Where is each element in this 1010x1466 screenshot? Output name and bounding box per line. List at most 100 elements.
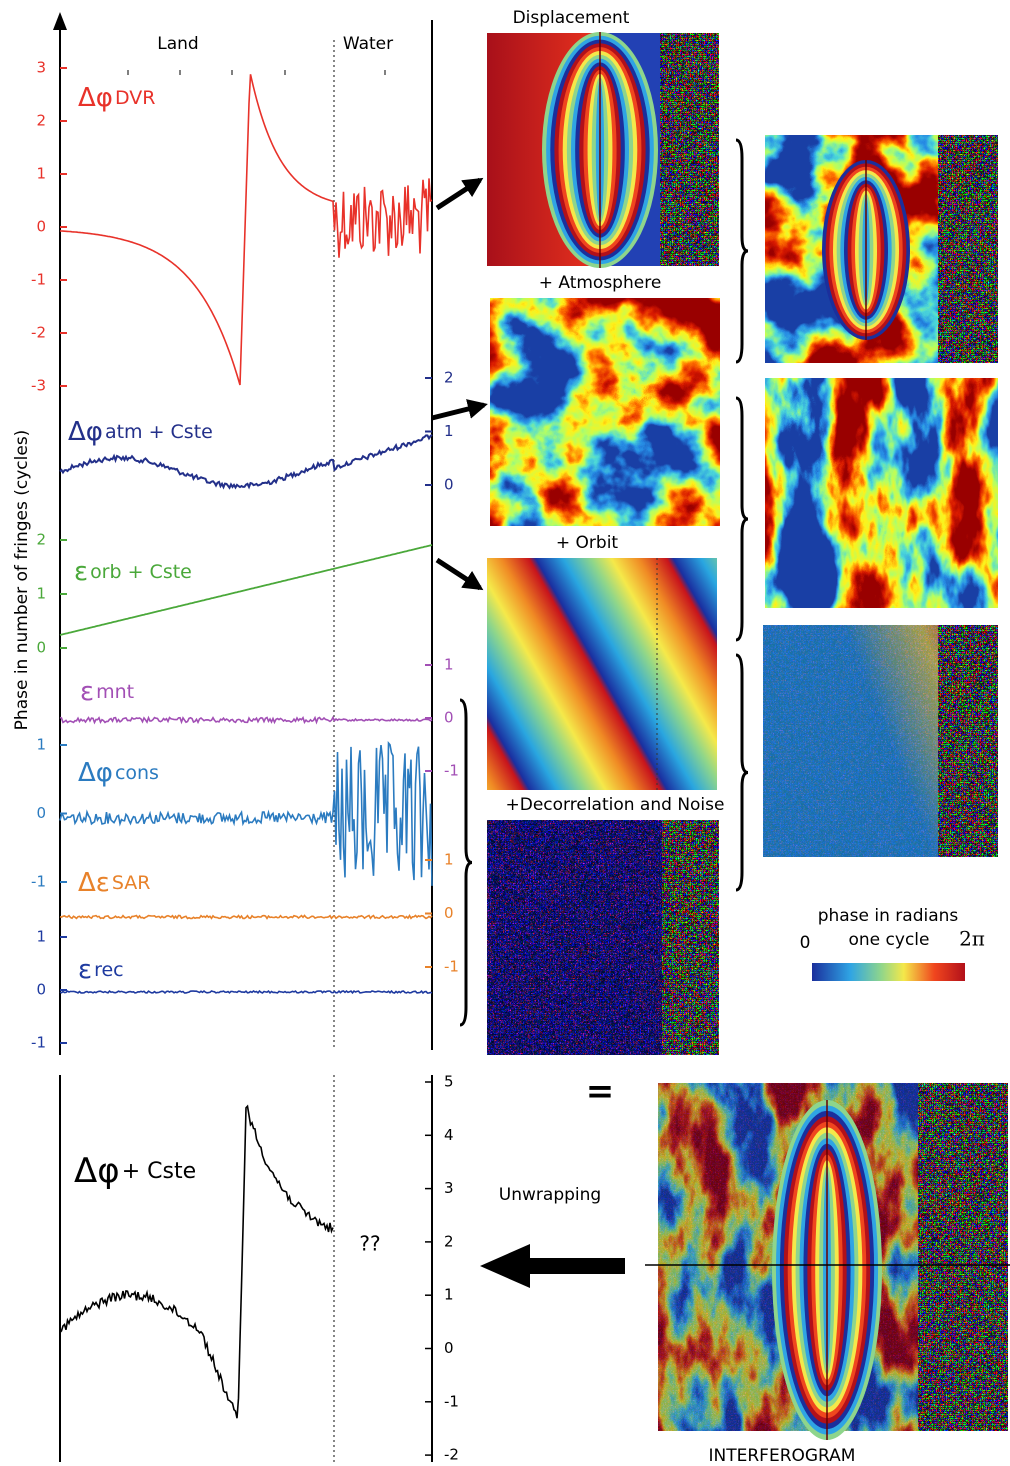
colorbar-caption: one cycle [849,930,930,950]
tick-label: 4 [444,1126,454,1144]
orbit-image [487,558,717,790]
component-label: Δφ+ Cste [74,1151,196,1191]
noise-strip [918,1083,1008,1431]
label-symbol: Δφ [78,758,113,788]
component-label: ε mnt [80,677,134,707]
noise-strip [938,625,998,857]
tick-label: 2 [36,531,46,549]
atmosphere-orbit-image [765,378,998,608]
colorbar [812,963,965,981]
tick-label: 1 [444,851,454,869]
noise-strip [660,33,719,266]
tick-label: 2 [36,112,46,130]
sum-image [765,135,998,363]
atmosphere-image [490,298,720,526]
component-label: Δφ atm + Cste [68,417,213,447]
tick-label: 0 [36,218,46,236]
colorbar-title: phase in radians [818,906,959,926]
brace [459,698,473,1027]
curve [59,74,433,386]
noise-strip [662,820,719,1055]
tick-label: 2 [444,1232,454,1250]
component-label: Δε SAR [78,868,150,898]
top-ticks [127,70,386,75]
tick-label: -1 [444,762,459,780]
tick-label: 0 [444,709,454,727]
tick-label: 0 [444,904,454,922]
label-symbol: Δφ [68,417,103,447]
label-symbol: ε [74,557,88,587]
component-label: Δφ cons [78,758,159,788]
curve [59,914,433,920]
label-subscript: orb + Cste [90,561,192,583]
tick-label: -1 [444,958,459,976]
label-subscript: cons [115,762,159,784]
brace [735,396,749,642]
tick-label: -1 [31,271,46,289]
interferogram-label: INTERFEROGRAM [709,1446,856,1466]
label-symbol: ε [80,677,94,707]
component-label: ε orb + Cste [74,557,192,587]
tick-label: 3 [36,59,46,77]
tick-label: 1 [36,585,46,603]
noise-strip [938,135,998,363]
colorbar-min: 0 [800,933,811,953]
label-subscript: + Cste [122,1159,196,1184]
arrow [435,557,484,591]
tick-label: -1 [444,1392,459,1410]
tick-label: -1 [31,1034,46,1052]
tick-label: -2 [444,1446,459,1464]
tick-label: 0 [36,804,46,822]
brace [735,653,749,892]
label-symbol: Δφ [78,83,113,113]
noise-image [487,820,662,1055]
tick-label: 1 [36,928,46,946]
tick-label: -3 [31,377,46,395]
label-subscript: DVR [115,87,156,109]
tick-label: 3 [444,1179,454,1197]
y-axis-title: Phase in number of fringes (cycles) [12,430,32,731]
noise-overlay [763,625,938,857]
tick-label: 1 [444,1286,454,1304]
tick-label: 0 [444,476,454,494]
tick-label: 1 [36,736,46,754]
label-subscript: SAR [112,872,151,894]
label-symbol: Δφ [74,1151,120,1191]
label-symbol: ε [78,955,92,985]
component-label: ε rec [78,955,124,985]
image-label: + Orbit [556,533,619,553]
tick-label: 0 [36,981,46,999]
tick-label: 0 [444,1339,454,1357]
tick-label: 0 [36,639,46,657]
tick-label: 1 [36,165,46,183]
tick-label: 2 [444,369,454,387]
tick-label: 5 [444,1073,454,1091]
interferogram-image [658,1083,1008,1440]
colorbar-max: 2π [959,927,985,951]
tick-label: -1 [31,873,46,891]
curve [59,544,433,636]
tick-label: 1 [444,422,454,440]
region-label: Water [343,34,393,54]
label-subscript: mnt [96,681,134,703]
label-subscript: atm + Cste [105,421,213,443]
image-label: +Decorrelation and Noise [506,795,725,815]
label-subscript: rec [94,959,124,981]
label-symbol: Δε [78,868,110,898]
displacement-image [487,32,719,268]
curve [59,715,433,725]
unknown-label: ?? [359,1232,380,1256]
unwrap-arrow [480,1244,625,1288]
curves [59,74,433,1419]
image-label: + Atmosphere [539,273,662,293]
curve [59,434,433,490]
region-label: Land [157,34,198,54]
tick-label: 1 [444,656,454,674]
component-label: Δφ DVR [78,83,155,113]
image-label: Displacement [513,8,630,28]
curve [59,1104,334,1419]
axis-arrow [53,12,67,30]
unwrapping-label: Unwrapping [499,1185,601,1205]
